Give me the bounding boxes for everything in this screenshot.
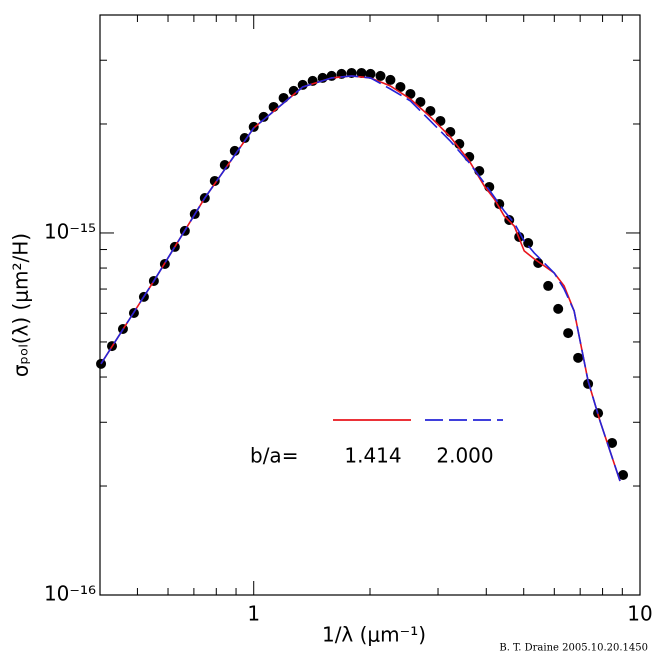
data-point [385, 74, 396, 85]
x-tick-label: 1 [247, 602, 260, 626]
data-point [523, 238, 534, 249]
data-point [395, 81, 406, 92]
x-axis-label: 1/λ (μm⁻¹) [322, 623, 426, 647]
data-point [375, 70, 386, 81]
data-point [248, 121, 259, 132]
data-point [209, 175, 220, 186]
data-point [445, 126, 456, 137]
data-point [573, 352, 584, 363]
data-point [553, 303, 564, 314]
data-point [618, 470, 629, 481]
data-point [258, 111, 269, 122]
data-point [543, 280, 554, 291]
data-point [356, 67, 367, 78]
y-tick-label: 10⁻¹⁶ [44, 582, 96, 606]
data-point [415, 96, 426, 107]
data-point [239, 133, 250, 144]
data-point [297, 79, 308, 90]
legend-title: b/a= [250, 444, 298, 468]
legend-label: 2.000 [436, 444, 493, 468]
y-tick-label: 10⁻¹⁵ [44, 219, 96, 243]
data-point [365, 68, 376, 79]
y-axis-label: σₚₒₗ(λ) (μm²/H) [9, 233, 33, 377]
data-point [96, 358, 107, 369]
data-point [563, 328, 574, 339]
x-tick-label: 10 [627, 602, 652, 626]
data-point [229, 145, 240, 156]
series-line [100, 75, 621, 482]
data-point [278, 92, 289, 103]
legend-label: 1.414 [344, 444, 401, 468]
credit: B. T. Draine 2005.10.20.1450 [499, 643, 648, 654]
data-point [607, 437, 618, 448]
data-point [425, 105, 436, 116]
data-point [219, 159, 230, 170]
data-point [583, 378, 594, 389]
